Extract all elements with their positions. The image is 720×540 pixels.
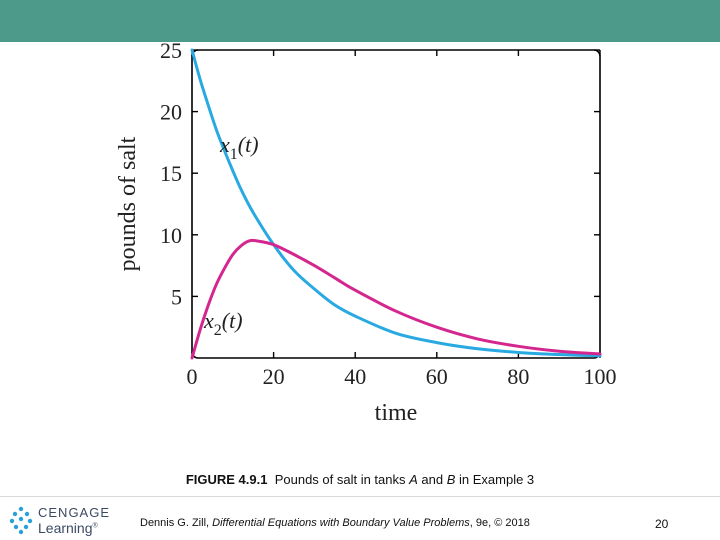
y-tick-label: 15 (160, 161, 182, 186)
salt-chart: 5 10 15 20 25 0 20 40 60 80 100 time pounds of salt… (115, 42, 617, 426)
footer-divider (0, 496, 720, 497)
top-band (0, 0, 720, 42)
series-label-variable: x (219, 132, 230, 157)
x-tick-label: 60 (426, 364, 448, 389)
plot-frame (191, 49, 601, 359)
logo-dot (24, 511, 30, 517)
series-label-subscript: 2 (214, 322, 222, 339)
logo-dot (18, 506, 24, 512)
page-number: 20 (655, 517, 669, 531)
logo-dot (23, 524, 29, 530)
logo-dot (12, 511, 18, 517)
cengage-logo: CENGAGE Learning® (8, 503, 120, 537)
footer-credit: Dennis G. Zill, Differential Equations w… (140, 517, 530, 529)
caption-text-2: and (417, 472, 447, 487)
series-label-argument: (t) (222, 308, 243, 333)
y-tick-label: 25 (160, 42, 182, 63)
series-label-x1: x1(t) (219, 132, 259, 163)
x-tick-label: 40 (344, 364, 366, 389)
logo-dot (18, 529, 24, 535)
series-line-x2 (190, 238, 602, 360)
x-tick-label: 80 (507, 364, 529, 389)
caption-text-3: in Example 3 (455, 472, 535, 487)
credit-author: Dennis G. Zill, (140, 517, 213, 529)
credit-edition: , 9e, © 2018 (469, 517, 530, 529)
series-label-argument: (t) (238, 132, 259, 157)
x-tick-label: 100 (584, 364, 617, 389)
caption-text-1: Pounds of salt in tanks (274, 472, 410, 487)
logo-wordmark-bottom: Learning® (38, 520, 98, 536)
logo-trademark: ® (92, 522, 98, 530)
logo-dot (18, 516, 24, 522)
series-line-x1 (190, 48, 602, 358)
logo-wordmark-top: CENGAGE (38, 505, 111, 520)
x-axis-title: time (375, 400, 418, 426)
caption-tank-b: B (446, 472, 456, 487)
y-axis-title: pounds of salt (115, 136, 141, 271)
logo-dot (9, 518, 15, 524)
y-tick-label: 20 (160, 100, 182, 125)
x-tick-label: 0 (187, 364, 198, 389)
series-label-variable: x (203, 308, 214, 333)
series-label-subscript: 1 (230, 146, 238, 163)
cengage-logo-mark (9, 506, 33, 535)
logo-dot (27, 518, 33, 524)
caption-label: FIGURE 4.9.1 (185, 472, 268, 487)
logo-wordmark-learning: Learning (38, 520, 93, 536)
x-tick-label: 20 (263, 364, 285, 389)
series-label-x2: x2(t) (203, 308, 243, 339)
logo-dot (13, 524, 19, 530)
figure-caption: FIGURE 4.9.1 Pounds of salt in tanks A a… (0, 472, 720, 487)
caption-tank-a: A (409, 472, 418, 487)
y-tick-label: 5 (171, 284, 182, 309)
credit-book-title: Differential Equations with Boundary Val… (212, 517, 470, 529)
y-tick-label: 10 (160, 223, 182, 248)
